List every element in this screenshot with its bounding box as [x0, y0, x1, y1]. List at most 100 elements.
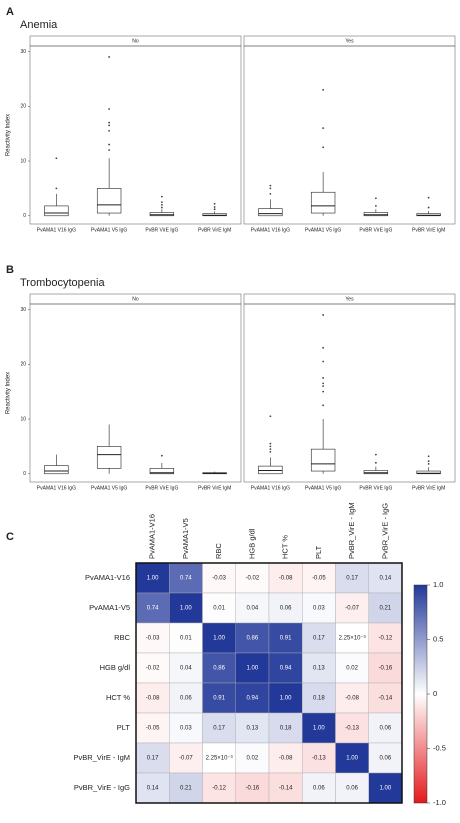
- column-label: RBC: [214, 543, 223, 559]
- outlier: [213, 202, 216, 205]
- cell-label: 0.14: [147, 786, 159, 792]
- cell-label: 0.94: [247, 696, 259, 702]
- cell-label: 0.91: [280, 636, 292, 642]
- x-tick-label: PvAMA1 V16 IgG: [251, 485, 290, 491]
- cell-label: 0.03: [313, 606, 325, 612]
- outlier: [213, 206, 216, 208]
- box: [96, 188, 122, 214]
- outlier: [108, 121, 111, 124]
- column-label: PvBR_VirE - IgM: [347, 502, 356, 559]
- heat-cell: [335, 742, 369, 774]
- outlier: [55, 157, 58, 160]
- heat-cell: [235, 712, 270, 744]
- heat-cell: [235, 742, 270, 774]
- cell-label: 0.86: [247, 636, 259, 642]
- heat-cell: [335, 562, 369, 594]
- cell-label: -0.03: [212, 576, 226, 582]
- y-tick-label: 0: [23, 471, 26, 477]
- cell-label: 0.21: [380, 606, 392, 612]
- cell-label: 0.01: [180, 636, 192, 642]
- heat-cell: [368, 712, 403, 744]
- heat-cell: [169, 772, 203, 804]
- outlier: [322, 382, 325, 385]
- outlier: [427, 460, 430, 463]
- column-label: PvAMA1-V5: [181, 518, 190, 559]
- heat-cell: [135, 682, 170, 714]
- heat-cell: [202, 682, 236, 714]
- x-tick-label: PvAMA1 V5 IgG: [91, 227, 128, 233]
- heat-cell: [169, 622, 203, 654]
- x-tick-label: PvBR VirE IgM: [412, 485, 445, 491]
- heat-cell: [335, 772, 369, 804]
- panel-letter: B: [6, 264, 14, 276]
- cell-label: 0.06: [180, 696, 192, 702]
- heat-cell: [335, 712, 369, 744]
- heat-cell: [135, 742, 170, 774]
- outlier: [322, 88, 325, 91]
- outlier: [322, 146, 325, 149]
- x-tick-label: PvBR VirE IgG: [145, 485, 178, 491]
- box: [363, 212, 389, 217]
- x-tick-label: PvBR VirE IgM: [198, 485, 231, 491]
- cell-label: 0.17: [147, 756, 159, 762]
- facet-panel: [243, 45, 456, 225]
- colorbar-label: 1.0: [433, 580, 443, 589]
- heat-cell: [268, 742, 303, 774]
- y-tick-label: 0: [23, 213, 26, 219]
- y-tick-label: 10: [20, 158, 26, 164]
- box: [363, 470, 389, 475]
- cell-label: 0.06: [380, 726, 392, 732]
- heat-cell: [135, 562, 170, 594]
- heat-cell: [268, 652, 303, 684]
- row-label: PvAMA1-V5: [89, 603, 130, 612]
- row-label: PLT: [117, 723, 131, 732]
- heat-cell: [135, 592, 170, 624]
- cell-label: -0.16: [246, 786, 260, 792]
- heat-cell: [235, 562, 270, 594]
- y-axis-label: Reactivity Index: [6, 372, 12, 414]
- heat-cell: [202, 592, 236, 624]
- facet-label: Yes: [345, 38, 354, 44]
- matrix-border: [135, 562, 403, 804]
- cell-label: 0.91: [213, 696, 225, 702]
- cell-label: -0.14: [379, 696, 393, 702]
- cell-label: 0.17: [313, 636, 325, 642]
- outlier: [269, 442, 272, 445]
- row-label: RBC: [114, 633, 130, 642]
- column-label: HCT %: [281, 535, 290, 559]
- facet-label: Yes: [345, 296, 354, 302]
- heat-cell: [302, 772, 336, 804]
- outlier: [322, 377, 325, 379]
- cell-label: 0.18: [280, 726, 292, 732]
- heat-cell: [268, 562, 303, 594]
- cell-label: -0.08: [345, 696, 359, 702]
- outlier: [374, 461, 377, 464]
- x-tick-label: PvAMA1 V5 IgG: [305, 485, 342, 491]
- x-tick-label: PvAMA1 V16 IgG: [37, 227, 76, 233]
- outlier: [427, 196, 430, 199]
- x-tick-label: PvAMA1 V5 IgG: [91, 485, 128, 491]
- box: [149, 212, 175, 217]
- outlier: [322, 404, 325, 407]
- cell-label: -0.08: [146, 696, 160, 702]
- cell-label: 0.04: [180, 666, 192, 672]
- cell-label: 0.04: [247, 606, 259, 612]
- heat-cell: [169, 682, 203, 714]
- facet-label: No: [132, 296, 139, 302]
- cell-label: 1.00: [313, 726, 325, 732]
- heat-cell: [368, 622, 403, 654]
- cell-label: -0.08: [279, 576, 293, 582]
- heat-cell: [368, 742, 403, 774]
- heat-cell: [335, 652, 369, 684]
- outlier: [108, 56, 111, 58]
- heat-cell: [202, 622, 236, 654]
- cell-label: 0.01: [213, 606, 225, 612]
- outlier: [322, 385, 325, 388]
- y-tick-label: 30: [20, 307, 26, 313]
- box: [44, 465, 69, 475]
- cell-label: -0.07: [179, 756, 193, 762]
- heat-cell: [302, 652, 336, 684]
- box: [258, 465, 283, 475]
- row-label: HCT %: [106, 693, 130, 702]
- box: [310, 448, 336, 472]
